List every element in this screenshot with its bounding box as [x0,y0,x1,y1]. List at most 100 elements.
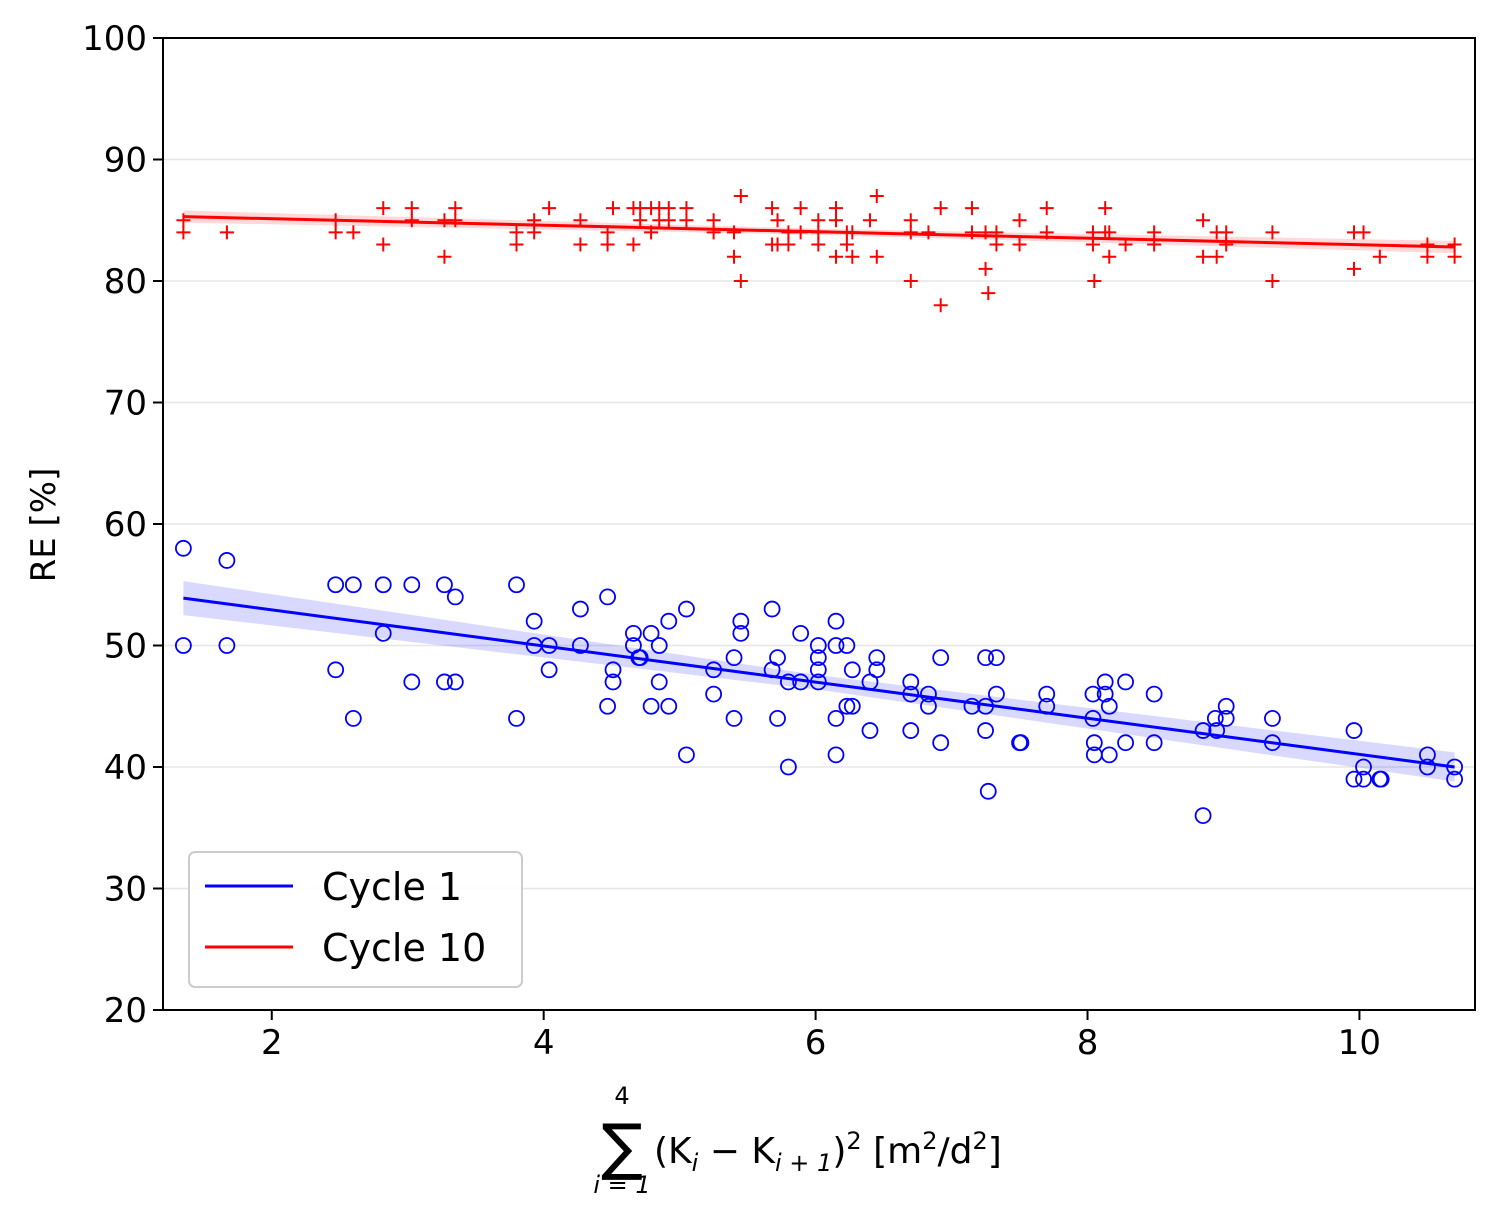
data-point-cycle-1 [678,600,695,618]
legend-label-cycle-10: Cycle 10 [322,926,486,970]
data-point-cycle-10 [1209,249,1224,264]
regression-lines [183,215,1455,769]
svg-text:(Ki − Ki + 1)2 [m2/d2]: (Ki − Ki + 1)2 [m2/d2] [654,1127,1002,1177]
data-point-cycle-1 [508,576,525,594]
data-point-cycle-10 [376,237,391,252]
data-point-cycle-10 [933,201,948,216]
x-label-unit-mid: /d [937,1131,972,1172]
data-point-cycle-1 [732,612,750,630]
data-point-cycle-10 [811,237,826,252]
data-point-cycle-10 [903,213,918,228]
data-point-cycle-10 [1347,261,1361,276]
data-point-cycle-10 [839,237,854,252]
data-point-cycle-1 [868,649,886,667]
data-point-cycle-1 [1085,734,1103,752]
x-label-close: ) [832,1131,846,1172]
data-point-cycle-10 [733,274,748,288]
data-point-cycle-10 [964,225,979,240]
data-point-cycle-10 [1147,225,1162,240]
x-label-unit-power-1: 2 [922,1127,937,1155]
y-tick-label: 70 [104,384,147,424]
data-point-cycle-1 [650,637,668,654]
data-point-cycle-1 [599,588,616,606]
x-label-minus: − K [698,1131,776,1172]
data-point-cycle-1 [932,734,950,752]
data-point-cycle-1 [642,624,660,642]
data-point-cycle-1 [403,673,421,691]
data-point-cycle-10 [845,249,860,264]
data-point-cycle-10 [661,213,676,228]
data-point-cycle-1 [988,649,1005,667]
data-point-cycle-1 [1012,734,1030,752]
data-point-cycle-1 [769,649,786,667]
data-point-cycle-10 [828,201,843,216]
data-point-cycle-10 [793,201,808,216]
confidence-bands [183,210,1455,782]
data-point-cycle-1 [732,624,750,642]
y-tick-label: 90 [104,141,147,181]
data-point-cycle-1 [1038,685,1056,703]
data-point-cycle-1 [861,722,879,739]
y-axis-label: RE [%] [24,468,64,583]
data-point-cycle-1 [571,600,589,618]
data-point-cycle-1 [344,576,362,594]
data-point-cycle-1 [920,697,937,715]
data-point-cycle-1 [1096,685,1114,703]
data-point-cycle-10 [1356,225,1371,240]
data-point-cycle-1 [843,697,861,715]
data-point-cycle-1 [642,697,660,715]
data-point-cycle-10 [964,201,979,216]
data-point-cycle-1 [1206,710,1224,727]
x-label-power: 2 [846,1127,861,1155]
data-point-cycle-1 [604,673,622,691]
x-label-sum-upper: 4 [614,1082,629,1110]
data-point-cycle-1 [763,600,781,618]
data-point-cycle-1 [446,673,464,691]
data-point-cycle-10 [1219,237,1234,252]
data-point-cycle-1 [327,661,345,679]
data-point-cycle-1 [1419,758,1436,776]
x-label-sum-symbol: ∑ [601,1110,643,1183]
data-point-cycle-10 [527,225,542,240]
data-point-cycle-1 [902,673,920,691]
data-point-cycle-1 [809,661,827,679]
data-point-cycle-1 [599,697,616,715]
data-point-cycle-1 [1345,722,1363,739]
y-tick-label: 30 [104,870,147,910]
data-point-cycle-1 [174,539,192,557]
x-tick-label: 2 [261,1023,283,1063]
data-point-cycle-10 [626,237,641,252]
data-point-cycle-1 [174,637,192,654]
data-point-cycle-10 [1039,201,1054,216]
data-point-cycle-1 [977,722,994,739]
data-point-cycle-10 [1447,237,1462,252]
data-point-cycle-10 [606,201,621,216]
x-label-sum-lower: i = 1 [593,1171,650,1199]
data-point-cycle-1 [436,576,453,594]
data-point-cycle-10 [1420,237,1435,252]
data-point-cycle-1 [1446,770,1464,788]
data-point-cycle-1 [1208,722,1226,739]
data-point-cycle-1 [932,649,950,667]
data-point-cycle-1 [1117,673,1134,691]
data-point-cycle-1 [902,722,920,739]
data-point-cycle-1 [1194,722,1212,739]
x-tick-label: 4 [533,1023,555,1063]
data-point-cycle-10 [1420,249,1435,264]
data-point-cycle-1 [1145,734,1163,752]
data-point-cycle-10 [573,237,588,252]
data-point-cycle-1 [327,576,345,594]
data-point-cycle-10 [1196,213,1211,228]
legend-label-cycle-1: Cycle 1 [322,865,462,909]
y-tick-label: 60 [104,505,147,545]
x-tick-label: 6 [805,1023,827,1063]
data-point-cycle-1 [705,685,723,703]
data-point-cycle-10 [733,188,748,203]
data-point-cycle-1 [625,624,642,642]
data-points [174,188,1464,824]
x-label-expr-open: (K [654,1131,693,1172]
data-point-cycle-1 [1264,710,1281,727]
data-point-cycle-1 [868,661,886,679]
data-point-cycle-10 [1265,274,1280,288]
